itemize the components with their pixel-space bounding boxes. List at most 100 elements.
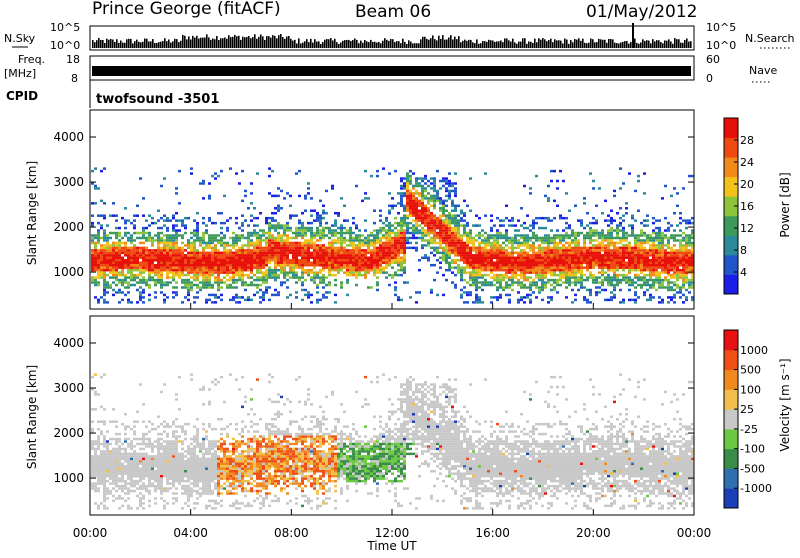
power-cell bbox=[562, 237, 565, 239]
power-cell bbox=[112, 259, 115, 261]
power-cell bbox=[244, 269, 247, 271]
power-cell bbox=[127, 237, 130, 239]
power-cell bbox=[154, 254, 157, 256]
power-cell bbox=[553, 242, 556, 244]
power-cell bbox=[538, 237, 541, 239]
power-cell bbox=[406, 222, 409, 224]
power-cell bbox=[388, 252, 391, 254]
power-cell bbox=[442, 234, 445, 236]
power-cell bbox=[325, 247, 328, 249]
power-cell bbox=[643, 266, 646, 268]
power-cell bbox=[253, 252, 256, 254]
power-cell bbox=[439, 257, 442, 259]
power-cell bbox=[208, 182, 211, 184]
power-cell bbox=[151, 239, 154, 241]
power-cell bbox=[661, 239, 664, 241]
power-cell bbox=[193, 301, 196, 303]
power-cell bbox=[640, 222, 643, 224]
power-cell bbox=[622, 219, 625, 221]
power-cell bbox=[406, 205, 409, 207]
power-cell bbox=[484, 172, 487, 174]
power-cell bbox=[133, 284, 136, 286]
power-cell bbox=[541, 284, 544, 286]
power-cell bbox=[589, 254, 592, 256]
power-cell bbox=[601, 242, 604, 244]
power-cell bbox=[334, 294, 337, 296]
power-cell bbox=[454, 224, 457, 226]
power-cell bbox=[103, 269, 106, 271]
power-cell bbox=[625, 249, 628, 251]
power-cell bbox=[211, 257, 214, 259]
power-cell bbox=[358, 257, 361, 259]
power-cell bbox=[595, 205, 598, 207]
noise-sample bbox=[634, 39, 636, 48]
power-cell bbox=[349, 254, 352, 256]
power-cell bbox=[199, 271, 202, 273]
power-cell bbox=[544, 284, 547, 286]
noise-sample bbox=[178, 42, 180, 48]
power-cell bbox=[664, 244, 667, 246]
power-cell bbox=[379, 242, 382, 244]
power-cell bbox=[301, 299, 304, 301]
power-cell bbox=[673, 249, 676, 251]
power-cell bbox=[175, 257, 178, 259]
power-cell bbox=[442, 294, 445, 296]
power-cell bbox=[205, 247, 208, 249]
power-cell bbox=[379, 229, 382, 231]
power-cell bbox=[346, 249, 349, 251]
power-cell bbox=[91, 170, 94, 172]
power-cell bbox=[553, 264, 556, 266]
power-cell bbox=[316, 301, 319, 303]
power-cell bbox=[523, 264, 526, 266]
power-cell bbox=[622, 279, 625, 281]
power-cell bbox=[472, 254, 475, 256]
power-cell bbox=[520, 281, 523, 283]
power-cell bbox=[229, 279, 232, 281]
power-cell bbox=[568, 276, 571, 278]
power-cell bbox=[175, 247, 178, 249]
power-cell bbox=[682, 237, 685, 239]
power-cell bbox=[169, 249, 172, 251]
power-cell bbox=[373, 239, 376, 241]
power-cell bbox=[100, 276, 103, 278]
power-cell bbox=[538, 254, 541, 256]
power-cell bbox=[274, 229, 277, 231]
power-cell bbox=[127, 254, 130, 256]
power-cell bbox=[604, 234, 607, 236]
noise-sample bbox=[648, 41, 650, 48]
power-cell bbox=[274, 249, 277, 251]
power-cell bbox=[442, 229, 445, 231]
power-cell bbox=[118, 247, 121, 249]
power-cell bbox=[445, 259, 448, 261]
power-cell bbox=[244, 252, 247, 254]
power-cell bbox=[160, 264, 163, 266]
power-cell bbox=[373, 274, 376, 276]
power-cell bbox=[430, 217, 433, 219]
power-cell bbox=[652, 244, 655, 246]
power-cell bbox=[205, 254, 208, 256]
power-cell bbox=[277, 205, 280, 207]
power-cell bbox=[448, 237, 451, 239]
power-cell bbox=[370, 286, 373, 288]
power-cell bbox=[463, 254, 466, 256]
power-cell bbox=[250, 214, 253, 216]
power-cell bbox=[454, 262, 457, 264]
power-cell bbox=[433, 182, 436, 184]
noise-sample bbox=[154, 43, 156, 48]
power-colorbar-label: Power [dB] bbox=[778, 172, 792, 237]
power-cell bbox=[682, 264, 685, 266]
power-cell bbox=[178, 254, 181, 256]
power-cell bbox=[544, 239, 547, 241]
power-cell bbox=[292, 276, 295, 278]
power-cell bbox=[142, 249, 145, 251]
power-cell bbox=[196, 227, 199, 229]
power-cell bbox=[424, 207, 427, 209]
power-cell bbox=[265, 247, 268, 249]
power-cell bbox=[193, 296, 196, 298]
power-cell bbox=[103, 264, 106, 266]
power-cell bbox=[259, 284, 262, 286]
power-cell bbox=[610, 254, 613, 256]
power-cell bbox=[511, 252, 514, 254]
power-cell bbox=[262, 266, 265, 268]
power-cell bbox=[118, 239, 121, 241]
